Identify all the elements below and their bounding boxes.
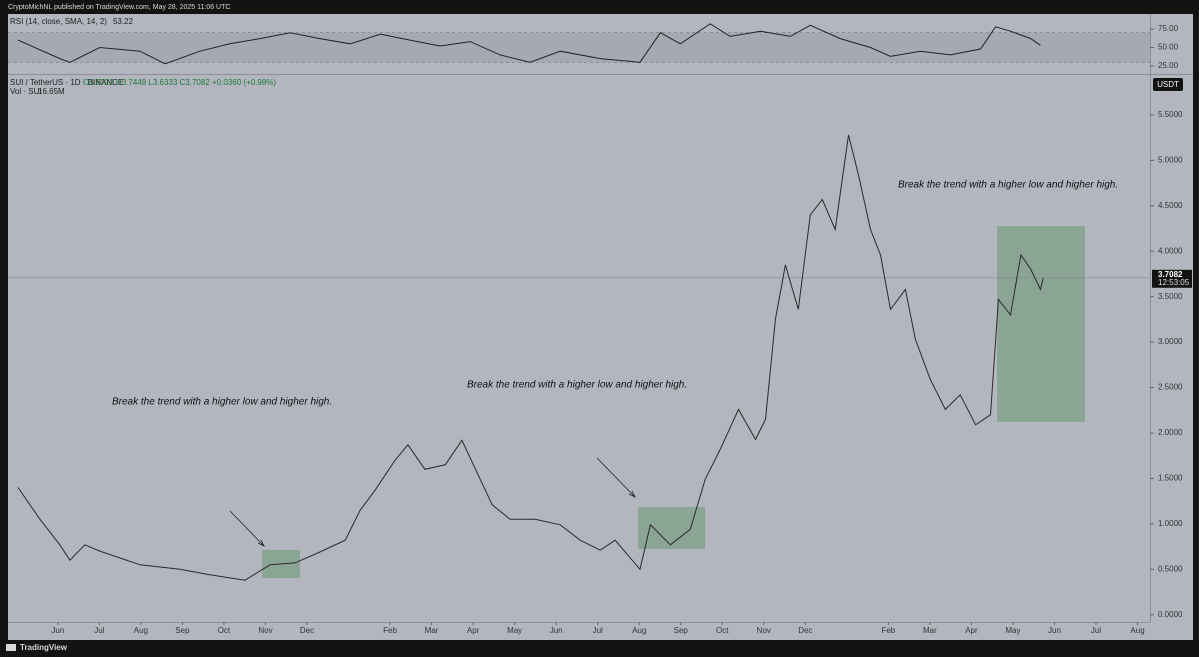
x-tick-label: Oct [716, 626, 729, 635]
x-tick-label: Jul [1091, 626, 1101, 635]
y-tick-label: 4.0000 [1158, 246, 1183, 255]
arrows [229, 457, 636, 547]
arrow-head [257, 539, 265, 547]
countdown-label: 12:53:05 [1158, 278, 1190, 287]
y-tick-label: 5.5000 [1158, 110, 1183, 119]
x-tick-label: Jul [94, 626, 104, 635]
x-tick-label: Nov [757, 626, 771, 635]
last-price-box [1152, 269, 1192, 288]
x-tick-label: Oct [218, 626, 231, 635]
y-tick-label: 0.5000 [1158, 564, 1183, 573]
y-tick-label: 3.0000 [1158, 337, 1183, 346]
y-tick-label: 0.0000 [1158, 610, 1183, 619]
y-tick-label: 25.00 [1158, 61, 1179, 70]
y-tick-label: 50.00 [1158, 43, 1179, 52]
currency-box [1153, 78, 1183, 91]
x-tick-label: Aug [632, 626, 646, 635]
y-tick-label: 2.5000 [1158, 383, 1183, 392]
series-line [17, 23, 1041, 65]
x-tick-label: Sep [175, 626, 190, 635]
x-tick-label: Jun [550, 626, 563, 635]
x-tick-label: Jul [593, 626, 603, 635]
arrow-head [628, 490, 636, 498]
y-tick-label: 4.5000 [1158, 201, 1183, 210]
x-tick-label: Jun [1048, 626, 1061, 635]
y-tick-label: 1.0000 [1158, 519, 1183, 528]
rsi-legend: RSI (14, close, SMA, 14, 2) [10, 17, 107, 26]
annotation: Break the trend with a higher low and hi… [467, 380, 687, 391]
x-tick-label: Sep [674, 626, 689, 635]
x-tick-label: Apr [467, 626, 480, 635]
time-axis [8, 622, 1193, 640]
annotation: Break the trend with a higher low and hi… [898, 180, 1118, 191]
x-tick-label: Jun [51, 626, 64, 635]
symbol-legend: SUI / TetherUS · 1D · BINANCE [10, 78, 123, 87]
x-tick-label: Aug [134, 626, 148, 635]
x-tick-label: May [507, 626, 522, 635]
logo [6, 644, 16, 651]
x-tick-label: Mar [923, 626, 937, 635]
arrow [229, 510, 265, 547]
last-price-label: 3.7082 [1158, 270, 1183, 279]
ohlc-legend: O3.6722 H3.7448 L3.6333 C3.7082 +0.0360 … [83, 78, 276, 87]
volume-value: 16.65M [38, 87, 65, 96]
highlight-box [997, 226, 1085, 422]
footer-brand: TradingView [20, 643, 68, 652]
x-tick-label: Aug [1130, 626, 1144, 635]
arrow [596, 457, 636, 498]
x-tick-label: May [1005, 626, 1020, 635]
x-tick-label: Feb [881, 626, 895, 635]
y-tick-label: 2.0000 [1158, 428, 1183, 437]
annotation: Break the trend with a higher low and hi… [112, 397, 332, 408]
x-tick-label: Mar [425, 626, 439, 635]
rsi-last-value: 53.22 [113, 17, 134, 26]
y-tick-label: 75.00 [1158, 24, 1179, 33]
publish-header: CryptoMichNL published on TradingView.co… [8, 4, 230, 11]
y-tick-label: 1.5000 [1158, 474, 1183, 483]
x-tick-label: Apr [965, 626, 978, 635]
x-tick-label: Feb [383, 626, 397, 635]
rsi-band [8, 32, 1150, 63]
currency-label: USDT [1157, 80, 1179, 89]
series-line [17, 134, 1044, 581]
y-tick-label: 3.5000 [1158, 292, 1183, 301]
rsi-pane [8, 14, 1193, 75]
x-tick-label: Dec [300, 626, 314, 635]
x-tick-label: Nov [258, 626, 272, 635]
volume-legend: Vol · SUI [10, 87, 42, 96]
x-tick-label: Dec [798, 626, 812, 635]
y-tick-label: 5.0000 [1158, 156, 1183, 165]
